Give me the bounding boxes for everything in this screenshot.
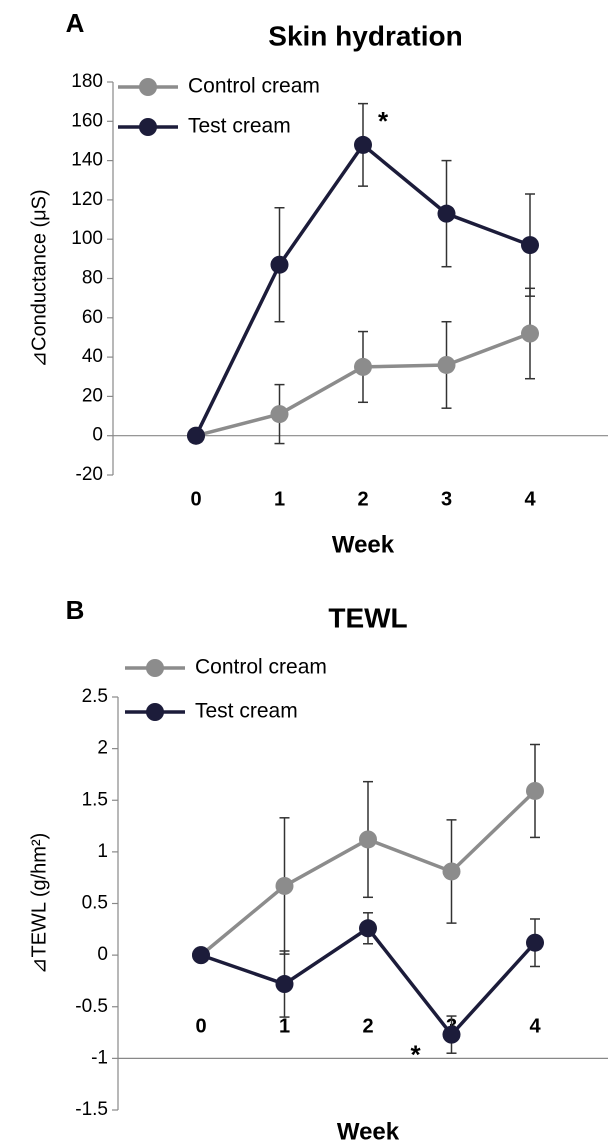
y-axis-label: ⊿TEWL (g/hm²) [28,833,50,975]
legend-label: Test cream [195,700,298,723]
panel-label: A [66,8,85,38]
y-tick-label: 0.5 [82,893,108,914]
y-tick-label: -1 [91,1047,108,1068]
x-tick-label: 4 [529,1015,541,1037]
data-point [442,1025,461,1044]
x-tick-label: 4 [524,488,536,510]
data-point [354,135,372,154]
y-axis-label: ⊿Conductance (μS) [28,189,50,367]
y-tick-label: 2.5 [82,686,108,707]
annotation: * [410,1040,421,1070]
chart-title: Skin hydration [268,20,462,51]
data-point [275,975,294,994]
legend-label: Test cream [188,115,291,138]
legend-label: Control cream [195,656,327,679]
y-tick-label: -20 [76,464,103,485]
legend-label: Control cream [188,75,320,98]
legend-marker [146,659,164,677]
data-point [187,426,205,445]
x-tick-label: 0 [190,488,201,510]
data-point [270,255,289,274]
panel-label: B [66,595,85,625]
data-point [354,357,372,376]
legend-marker [139,118,157,136]
x-tick-label: 2 [362,1015,373,1037]
y-tick-label: 2 [97,738,108,759]
data-point [192,946,210,965]
y-tick-label: 20 [82,385,103,406]
data-point [359,830,377,849]
y-tick-label: 160 [71,110,103,131]
data-point [437,204,456,223]
y-tick-label: 40 [82,346,103,367]
x-tick-label: 2 [357,488,368,510]
y-tick-label: 80 [82,268,103,289]
y-tick-label: 100 [71,228,103,249]
x-tick-label: 3 [441,488,452,510]
y-tick-label: 0 [92,425,103,446]
y-tick-label: 1 [97,841,108,862]
data-point [526,781,544,800]
x-axis-label: Week [337,1118,400,1145]
y-tick-label: -1.5 [75,1099,108,1120]
data-point [526,933,544,952]
y-tick-label: -0.5 [75,996,108,1017]
legend-marker [146,703,164,721]
data-point [270,405,289,424]
data-point [437,355,456,374]
x-tick-label: 1 [274,488,285,510]
y-tick-label: 180 [71,71,103,92]
y-tick-label: 1.5 [82,789,108,810]
data-point [521,236,539,255]
data-point [275,876,294,895]
y-tick-label: 0 [97,944,108,965]
y-tick-label: 120 [71,189,103,210]
annotation: * [378,106,389,136]
x-tick-label: 1 [279,1015,290,1037]
legend-marker [139,78,157,96]
data-point [521,324,539,343]
y-tick-label: 140 [71,150,103,171]
chart-title: TEWL [328,602,407,633]
x-tick-label: 0 [195,1015,206,1037]
data-point [442,862,461,881]
y-tick-label: 60 [82,307,103,328]
x-axis-label: Week [332,531,395,558]
data-point [359,919,377,938]
